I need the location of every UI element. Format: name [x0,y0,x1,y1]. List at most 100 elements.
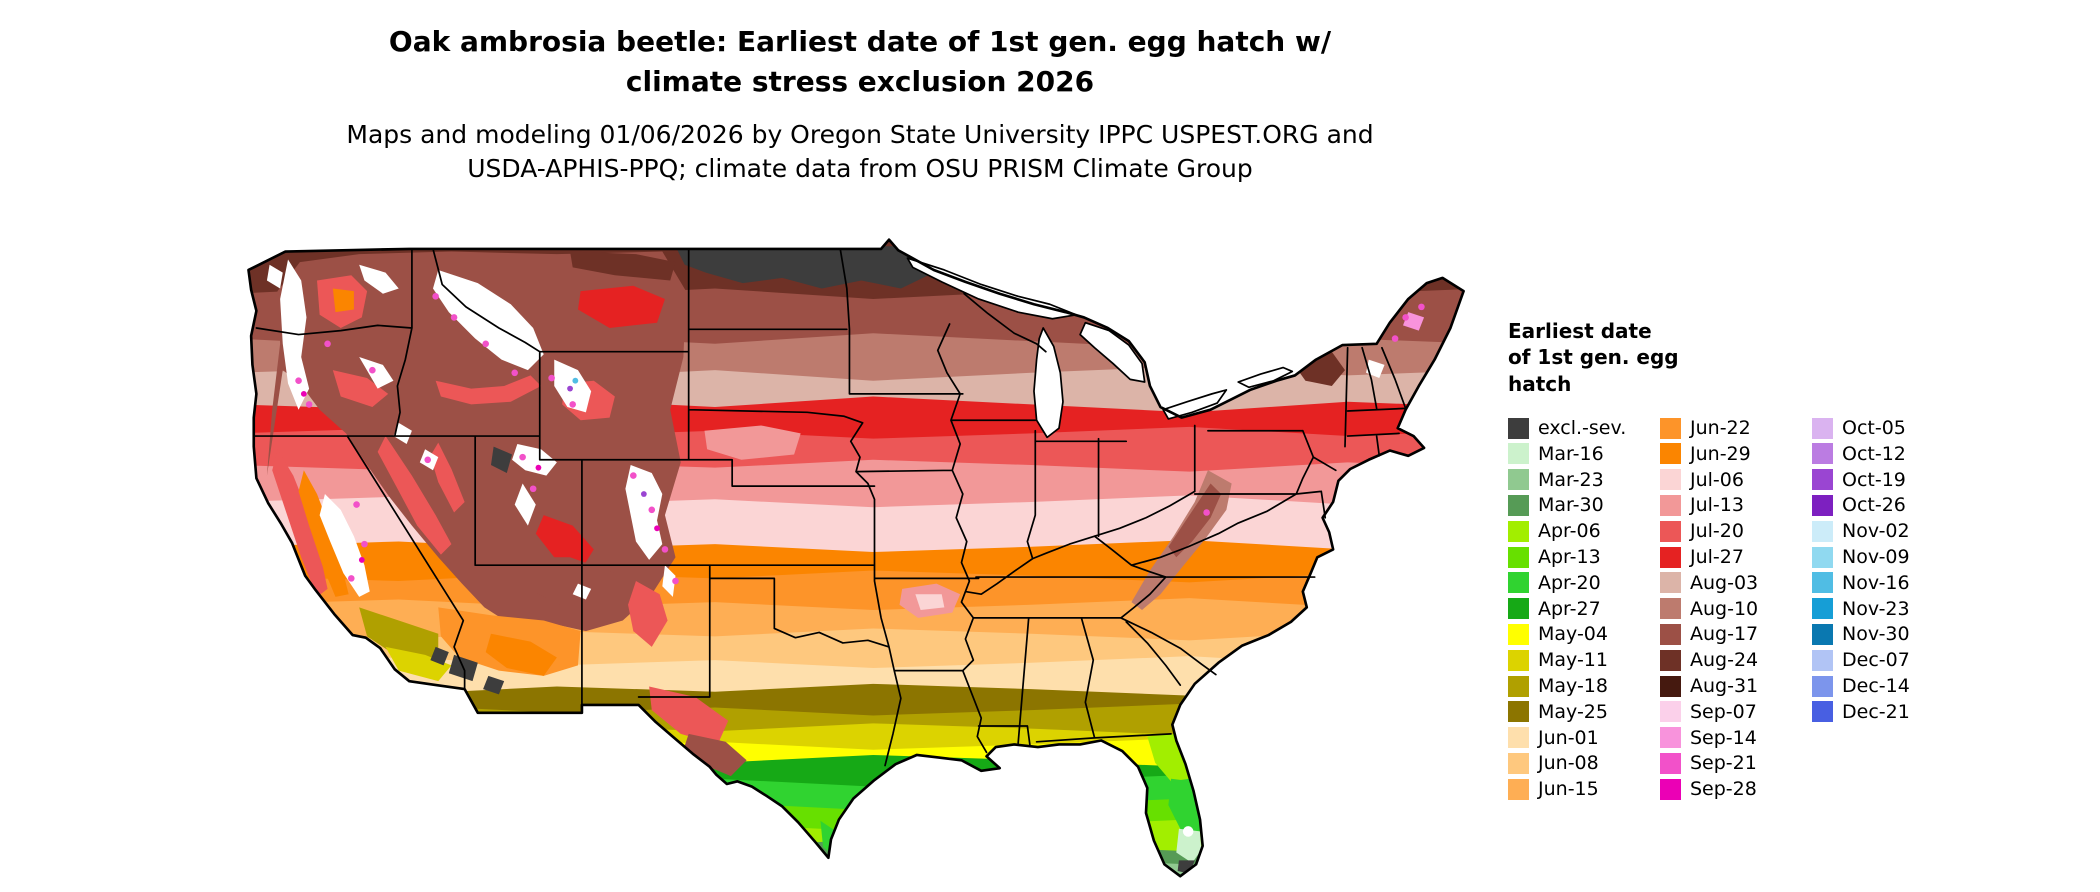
legend-item: Dec-07 [1812,647,1964,673]
legend-item: Sep-07 [1660,699,1812,725]
legend-swatch [1508,598,1529,620]
legend-label: Mar-23 [1538,468,1604,491]
page-title: Oak ambrosia beetle: Earliest date of 1s… [0,22,1720,102]
legend-swatch [1508,469,1529,491]
legend-label: Apr-27 [1538,597,1601,620]
legend-label: Apr-13 [1538,546,1601,569]
legend-swatch [1508,443,1529,465]
legend-swatch [1508,417,1529,439]
legend-label: Dec-14 [1842,675,1910,698]
legend-swatch [1660,417,1681,439]
legend-label: Oct-12 [1842,442,1906,465]
legend: Earliest date of 1st gen. egg hatch excl… [1508,318,2068,802]
legend-title-line-1: Earliest date [1508,319,1652,343]
legend-swatch [1660,649,1681,671]
legend-item: Apr-06 [1508,518,1660,544]
legend-label: Jun-22 [1690,417,1751,440]
legend-swatch [1812,546,1833,568]
legend-label: excl.-sev. [1538,417,1627,440]
legend-swatch [1812,520,1833,542]
legend-label: May-25 [1538,700,1608,723]
legend-item: Mar-23 [1508,467,1660,493]
legend-swatch [1812,494,1833,516]
map-header: Oak ambrosia beetle: Earliest date of 1s… [0,22,1720,187]
legend-title: Earliest date of 1st gen. egg hatch [1508,318,2068,397]
legend-swatch [1508,752,1529,774]
legend-swatch [1660,623,1681,645]
legend-item: Jun-08 [1508,751,1660,777]
lake-michigan [1033,327,1064,439]
legend-swatch [1660,572,1681,594]
legend-item: Mar-16 [1508,441,1660,467]
legend-label: Dec-07 [1842,649,1910,672]
legend-label: Apr-20 [1538,571,1601,594]
legend-item: Aug-17 [1660,622,1812,648]
legend-item: Jul-06 [1660,467,1812,493]
legend-label: Aug-17 [1690,623,1759,646]
legend-label: Aug-24 [1690,649,1759,672]
legend-label: Oct-26 [1842,494,1906,517]
legend-label: Sep-07 [1690,700,1757,723]
legend-item: Jun-01 [1508,725,1660,751]
legend-item: Aug-03 [1660,570,1812,596]
legend-swatch [1508,546,1529,568]
legend-item: Oct-12 [1812,441,1964,467]
legend-item: Apr-27 [1508,596,1660,622]
legend-label: Oct-05 [1842,417,1906,440]
lake-huron [1079,321,1146,383]
lake-ontario [1237,366,1294,389]
legend-label: May-18 [1538,675,1608,698]
legend-swatch [1660,727,1681,749]
title-line-2: climate stress exclusion 2026 [625,64,1095,98]
subtitle-line-2: USDA-APHIS-PPQ; climate data from OSU PR… [467,154,1253,183]
legend-label: Apr-06 [1538,520,1601,543]
us-outline [247,238,1465,878]
legend-title-line-3: hatch [1508,371,1572,396]
legend-item: May-11 [1508,647,1660,673]
legend-swatch [1508,494,1529,516]
legend-swatch [1812,649,1833,671]
legend-swatch [1812,701,1833,723]
legend-swatch [1660,752,1681,774]
legend-item: Dec-14 [1812,673,1964,699]
legend-item: Oct-26 [1812,493,1964,519]
legend-label: Mar-30 [1538,494,1604,517]
legend-label: Jul-27 [1690,546,1744,569]
legend-title-line-2: of 1st gen. egg [1508,345,1679,370]
legend-swatch [1660,443,1681,465]
legend-item: Jun-22 [1660,415,1812,441]
legend-swatch [1812,623,1833,645]
legend-item: Sep-21 [1660,751,1812,777]
legend-label: Nov-09 [1842,546,1910,569]
legend-swatch [1508,701,1529,723]
legend-swatch [1508,778,1529,800]
legend-item: Sep-28 [1660,776,1812,802]
legend-label: Nov-30 [1842,623,1910,646]
legend-item: Jul-27 [1660,544,1812,570]
legend-swatch [1660,778,1681,800]
legend-label: May-11 [1538,649,1608,672]
legend-item: Nov-09 [1812,544,1964,570]
mountain-speckles [295,293,1425,585]
legend-swatch [1660,675,1681,697]
legend-label: May-04 [1538,623,1608,646]
subtitle-line-1: Maps and modeling 01/06/2026 by Oregon S… [346,119,1374,149]
legend-item: May-04 [1508,622,1660,648]
legend-label: Aug-03 [1690,571,1759,594]
legend-label: Jul-06 [1690,468,1744,491]
legend-swatch [1660,546,1681,568]
legend-label: Aug-10 [1690,597,1759,620]
us-map [240,212,1480,892]
legend-item: Jul-13 [1660,493,1812,519]
legend-item: Jun-15 [1508,776,1660,802]
legend-swatch [1812,469,1833,491]
legend-swatch [1508,649,1529,671]
legend-item: Oct-19 [1812,467,1964,493]
legend-item: Apr-20 [1508,570,1660,596]
page-subtitle: Maps and modeling 01/06/2026 by Oregon S… [0,118,1720,187]
legend-swatch [1508,520,1529,542]
legend-label: Jun-01 [1538,726,1599,749]
legend-label: Sep-28 [1690,778,1757,801]
legend-item: Aug-10 [1660,596,1812,622]
